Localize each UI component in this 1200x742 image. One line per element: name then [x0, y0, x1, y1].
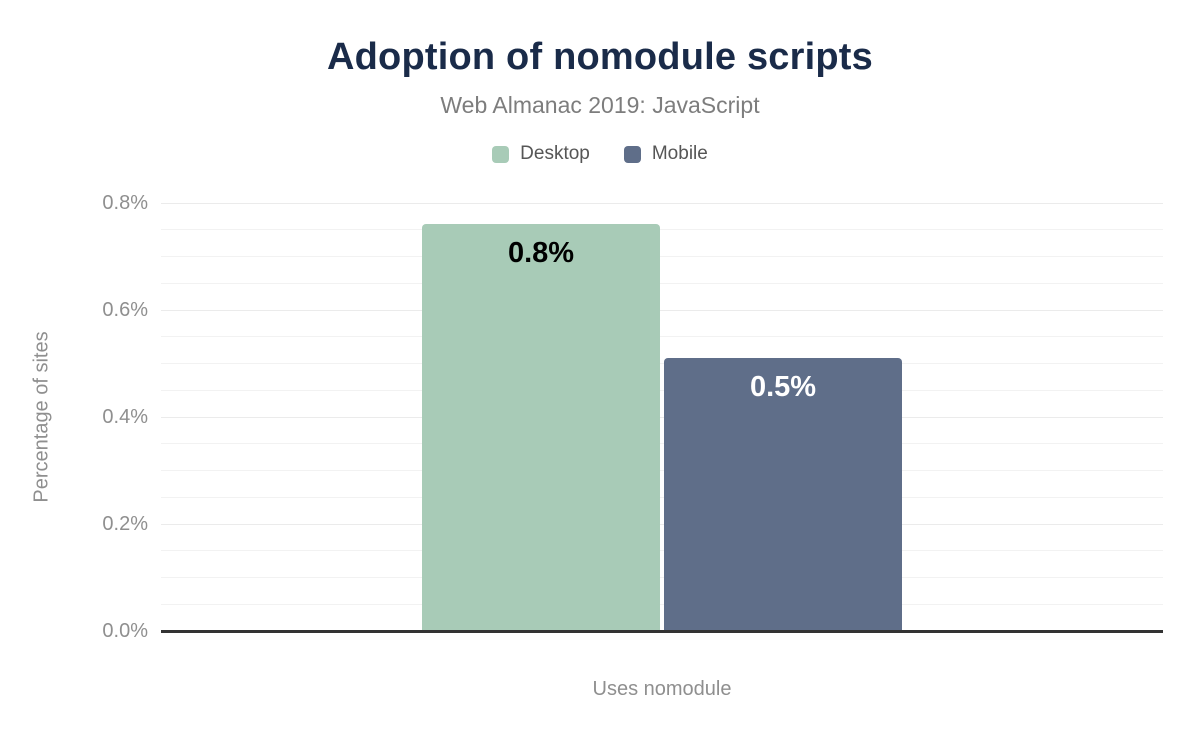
- minor-gridline: [161, 282, 1163, 284]
- bar-desktop: 0.8%: [422, 224, 660, 631]
- minor-gridline: [161, 470, 1163, 471]
- x-axis-line: [161, 630, 1163, 633]
- major-gridline: [161, 416, 1163, 418]
- major-gridline: [161, 202, 1163, 204]
- minor-gridline: [161, 496, 1163, 498]
- y-axis-title: Percentage of sites: [30, 331, 53, 503]
- legend-label-desktop: Desktop: [520, 143, 590, 164]
- minor-gridline: [161, 443, 1163, 445]
- y-tick-label: 0.0%: [102, 620, 148, 642]
- minor-gridline: [161, 336, 1163, 338]
- y-tick-label: 0.4%: [102, 406, 148, 428]
- major-gridline: [161, 523, 1163, 525]
- x-axis-category-label: Uses nomodule: [592, 678, 732, 700]
- minor-gridline: [161, 256, 1163, 257]
- y-tick-label: 0.6%: [102, 299, 148, 321]
- minor-gridline: [161, 389, 1163, 391]
- y-tick-label: 0.8%: [102, 192, 148, 214]
- minor-gridline: [161, 229, 1163, 231]
- legend-swatch-desktop: [492, 145, 510, 163]
- major-gridline: [161, 309, 1163, 311]
- minor-gridline: [161, 550, 1163, 552]
- minor-gridline: [161, 577, 1163, 578]
- minor-gridline: [161, 603, 1163, 605]
- y-tick-label: 0.2%: [102, 513, 148, 535]
- chart-title: Adoption of nomodule scripts: [326, 36, 873, 78]
- chart-subtitle: Web Almanac 2019: JavaScript: [440, 92, 760, 118]
- legend-item-desktop: Desktop: [492, 143, 590, 165]
- chart-legend: Desktop Mobile: [0, 143, 1200, 165]
- legend-label-mobile: Mobile: [651, 143, 708, 164]
- legend-swatch-mobile: [623, 145, 641, 163]
- legend-item-mobile: Mobile: [623, 143, 708, 165]
- bar-value-label-desktop: 0.8%: [507, 237, 575, 270]
- minor-gridline: [161, 363, 1163, 364]
- bar-mobile: 0.5%: [664, 358, 902, 631]
- bar-value-label-mobile: 0.5%: [749, 371, 817, 404]
